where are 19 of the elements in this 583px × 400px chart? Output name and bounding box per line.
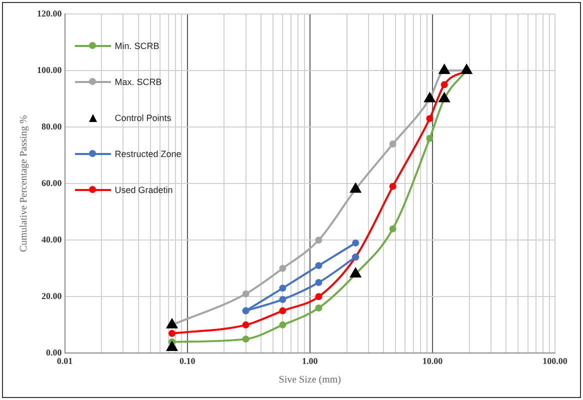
x-tick-label: 0.01 <box>56 356 74 366</box>
y-tick-label: 60.00 <box>42 178 62 188</box>
legend-label: Used Gradetin <box>114 185 173 195</box>
x-tick-label: 0.10 <box>179 356 196 366</box>
legend-label: Control Points <box>114 113 172 123</box>
y-tick-label: 20.00 <box>42 290 62 301</box>
legend-label: Max. SCRB <box>114 77 162 87</box>
x-tick-label: 10.00 <box>422 356 444 366</box>
y-tick-label: 100.00 <box>37 64 62 75</box>
x-tick-label: 1.00 <box>302 356 318 366</box>
y-tick-label: 0.00 <box>46 348 62 358</box>
y-tick-label: 80.00 <box>42 121 62 132</box>
y-tick-label: 120.00 <box>37 8 62 18</box>
x-axis-title: Sive Size (mm) <box>278 374 341 386</box>
legend-label: Restructed Zone <box>114 149 182 159</box>
legend-label: Min. SCRB <box>114 41 160 51</box>
y-axis-title: Cumulative Percentage Passing % <box>18 115 30 252</box>
y-tick-label: 40.00 <box>42 234 62 244</box>
x-tick-label: 100.00 <box>542 356 568 366</box>
